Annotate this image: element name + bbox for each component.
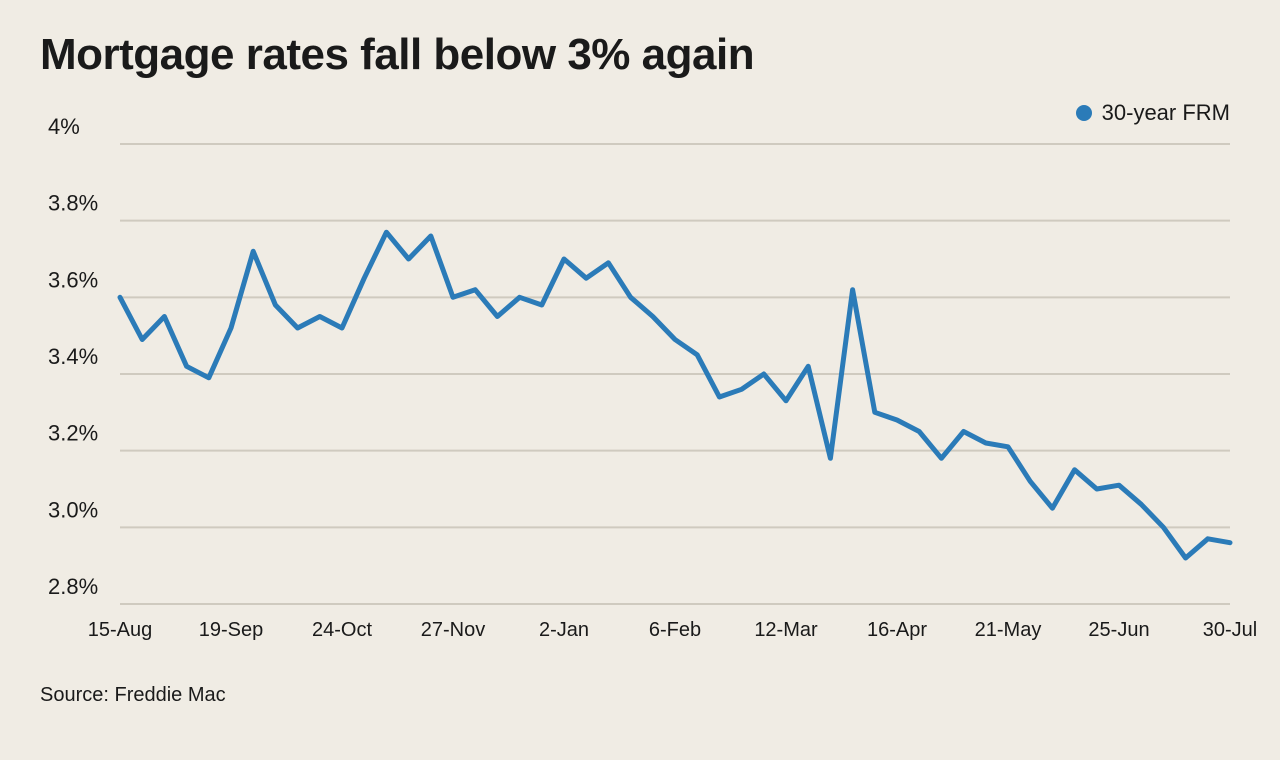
- x-axis-label: 15-Aug: [88, 619, 153, 641]
- y-axis-label: 3.4%: [48, 344, 98, 369]
- y-axis-label: 4%: [48, 114, 80, 139]
- line-chart: 4%3.8%3.6%3.4%3.2%3.0%2.8% 15-Aug19-Sep2…: [40, 134, 1240, 654]
- chart-source: Source: Freddie Mac: [40, 684, 1240, 707]
- y-axis-label: 3.8%: [48, 191, 98, 216]
- x-axis-label: 25-Jun: [1088, 619, 1149, 641]
- x-axis-label: 19-Sep: [199, 619, 264, 641]
- x-axis-label: 6-Feb: [649, 619, 701, 641]
- x-axis-label: 12-Mar: [754, 619, 818, 641]
- y-axis-label: 3.2%: [48, 421, 98, 446]
- x-axis-label: 30-Jul: [1203, 619, 1257, 641]
- y-axis-label: 3.0%: [48, 497, 98, 522]
- legend-dot-icon: [1076, 105, 1092, 121]
- chart-legend: 30-year FRM: [40, 100, 1240, 126]
- series-line: [120, 232, 1230, 558]
- x-axis-label: 2-Jan: [539, 619, 589, 641]
- x-axis-label: 24-Oct: [312, 619, 372, 641]
- chart-title: Mortgage rates fall below 3% again: [40, 30, 1240, 80]
- x-axis-label: 21-May: [975, 619, 1042, 641]
- y-axis-label: 2.8%: [48, 574, 98, 599]
- x-axis-label: 16-Apr: [867, 619, 927, 641]
- legend-label: 30-year FRM: [1102, 100, 1230, 126]
- y-axis-label: 3.6%: [48, 267, 98, 292]
- x-axis-label: 27-Nov: [421, 619, 485, 641]
